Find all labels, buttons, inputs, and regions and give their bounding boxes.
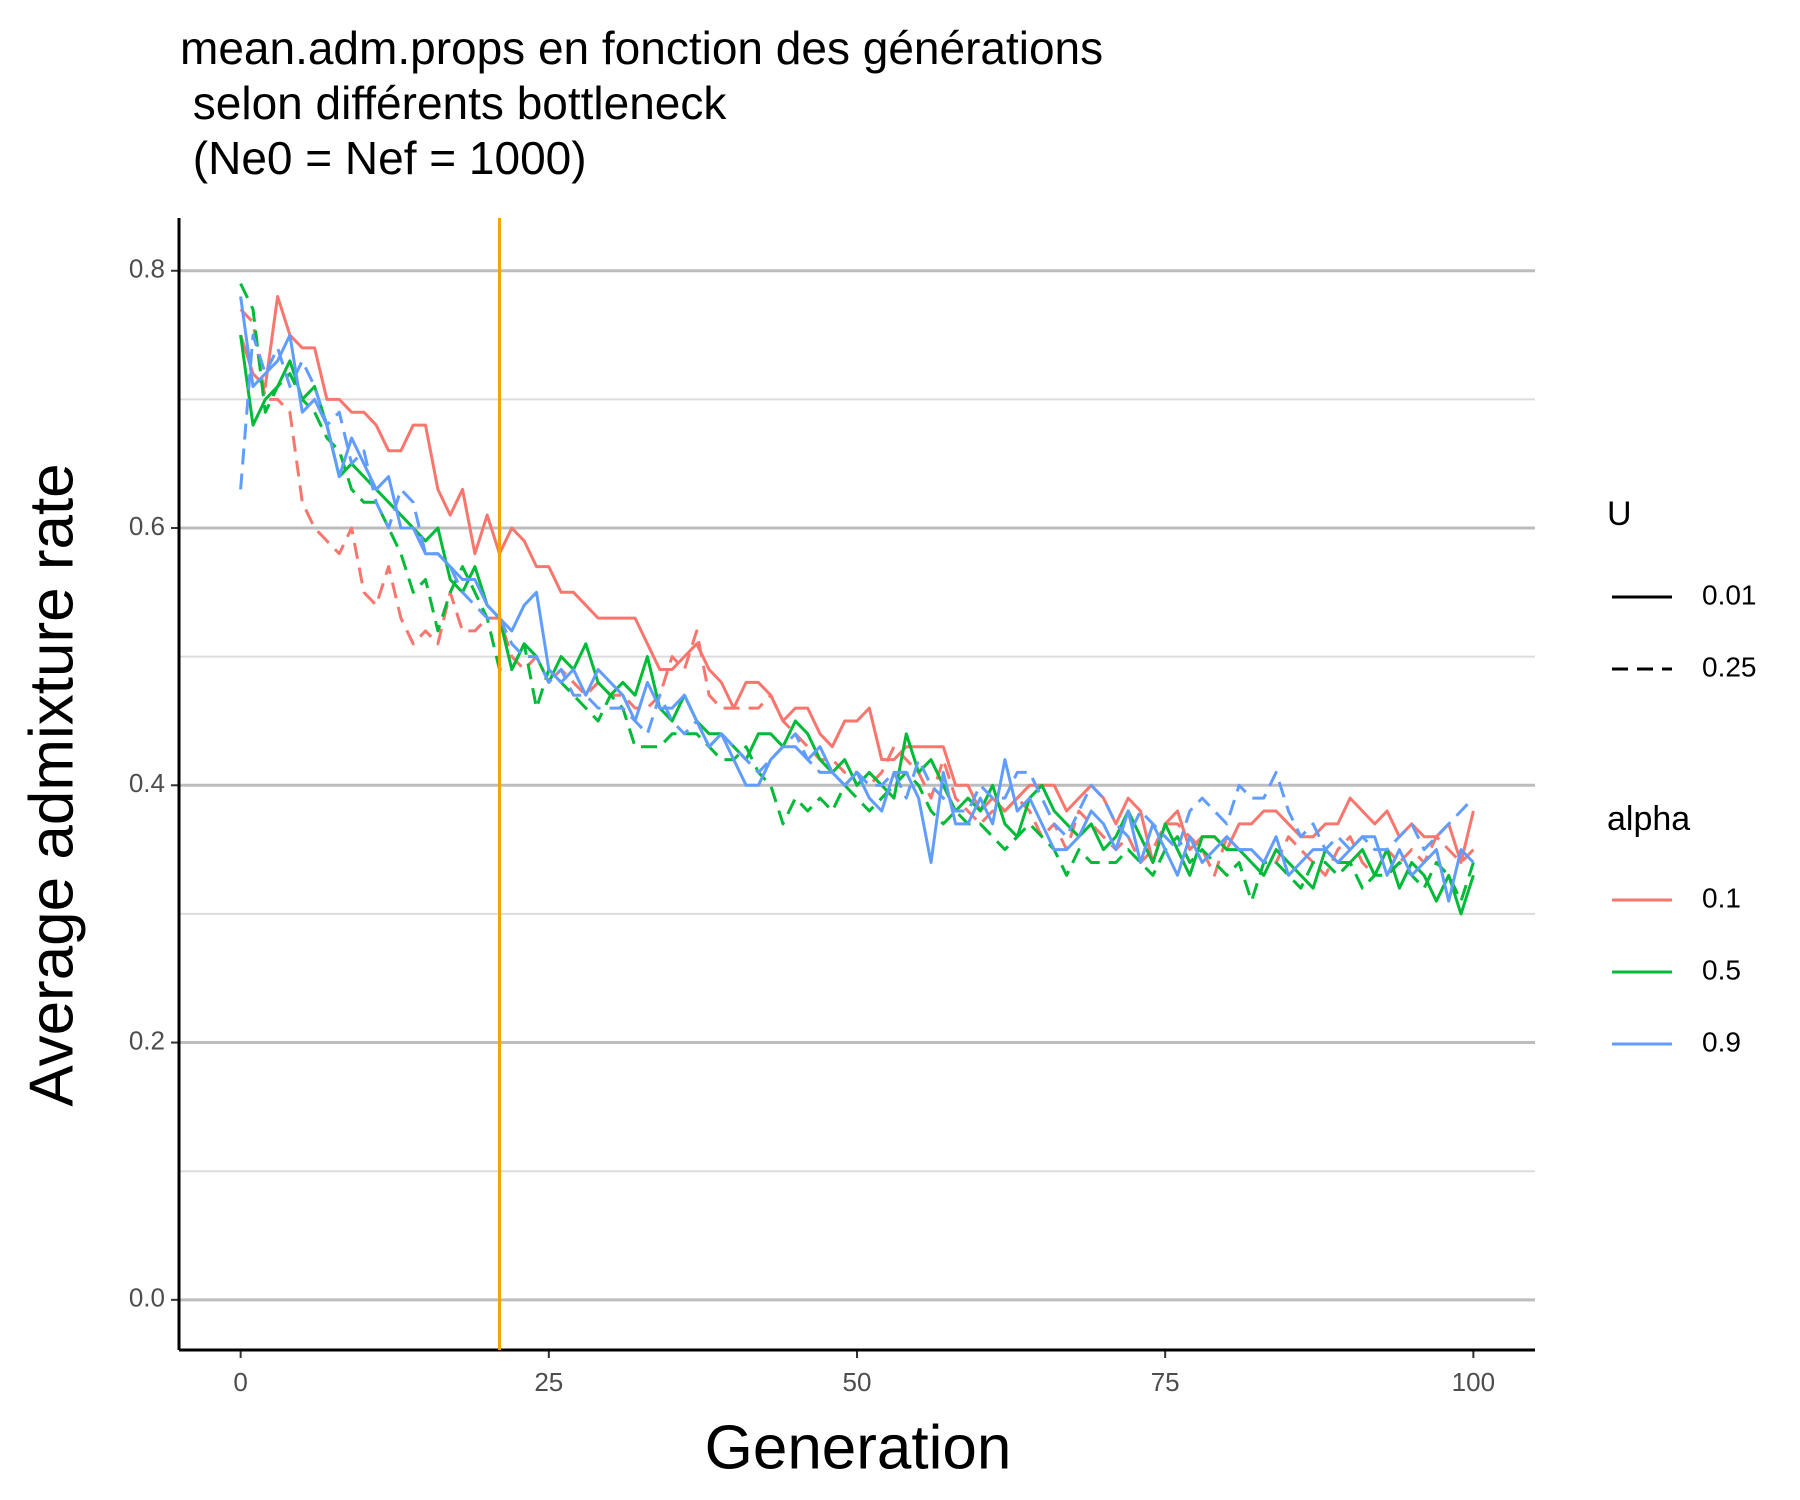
y-tick-label: 0.0: [129, 1283, 165, 1313]
x-tick-label: 50: [843, 1367, 872, 1397]
legend-title: U: [1607, 495, 1632, 533]
y-axis-label: Average admixture rate: [17, 463, 86, 1106]
y-tick-label: 0.2: [129, 1025, 165, 1055]
series-line: [239, 333, 1475, 852]
legend-label: 0.01: [1702, 579, 1757, 610]
y-tick-label: 0.6: [129, 511, 165, 541]
chart-title: mean.adm.props en fonction des génératio…: [180, 22, 1103, 74]
x-tick-label: 0: [233, 1367, 247, 1397]
legend-label: 0.1: [1702, 882, 1741, 913]
legend-label: 0.25: [1702, 651, 1757, 682]
x-axis-label: Generation: [705, 1413, 1012, 1482]
legend-label: 0.9: [1702, 1026, 1741, 1057]
y-tick-label: 0.4: [129, 768, 165, 798]
x-tick-label: 100: [1452, 1367, 1495, 1397]
chart-title: (Ne0 = Nef = 1000): [180, 132, 587, 184]
legend-label: 0.5: [1702, 954, 1741, 985]
legend-title: alpha: [1607, 800, 1690, 838]
x-tick-label: 75: [1151, 1367, 1180, 1397]
chart-title: selon différents bottleneck: [180, 77, 727, 129]
y-tick-label: 0.8: [129, 254, 165, 284]
x-tick-label: 25: [534, 1367, 563, 1397]
series-line: [239, 282, 1475, 903]
series-line: [239, 295, 1475, 864]
